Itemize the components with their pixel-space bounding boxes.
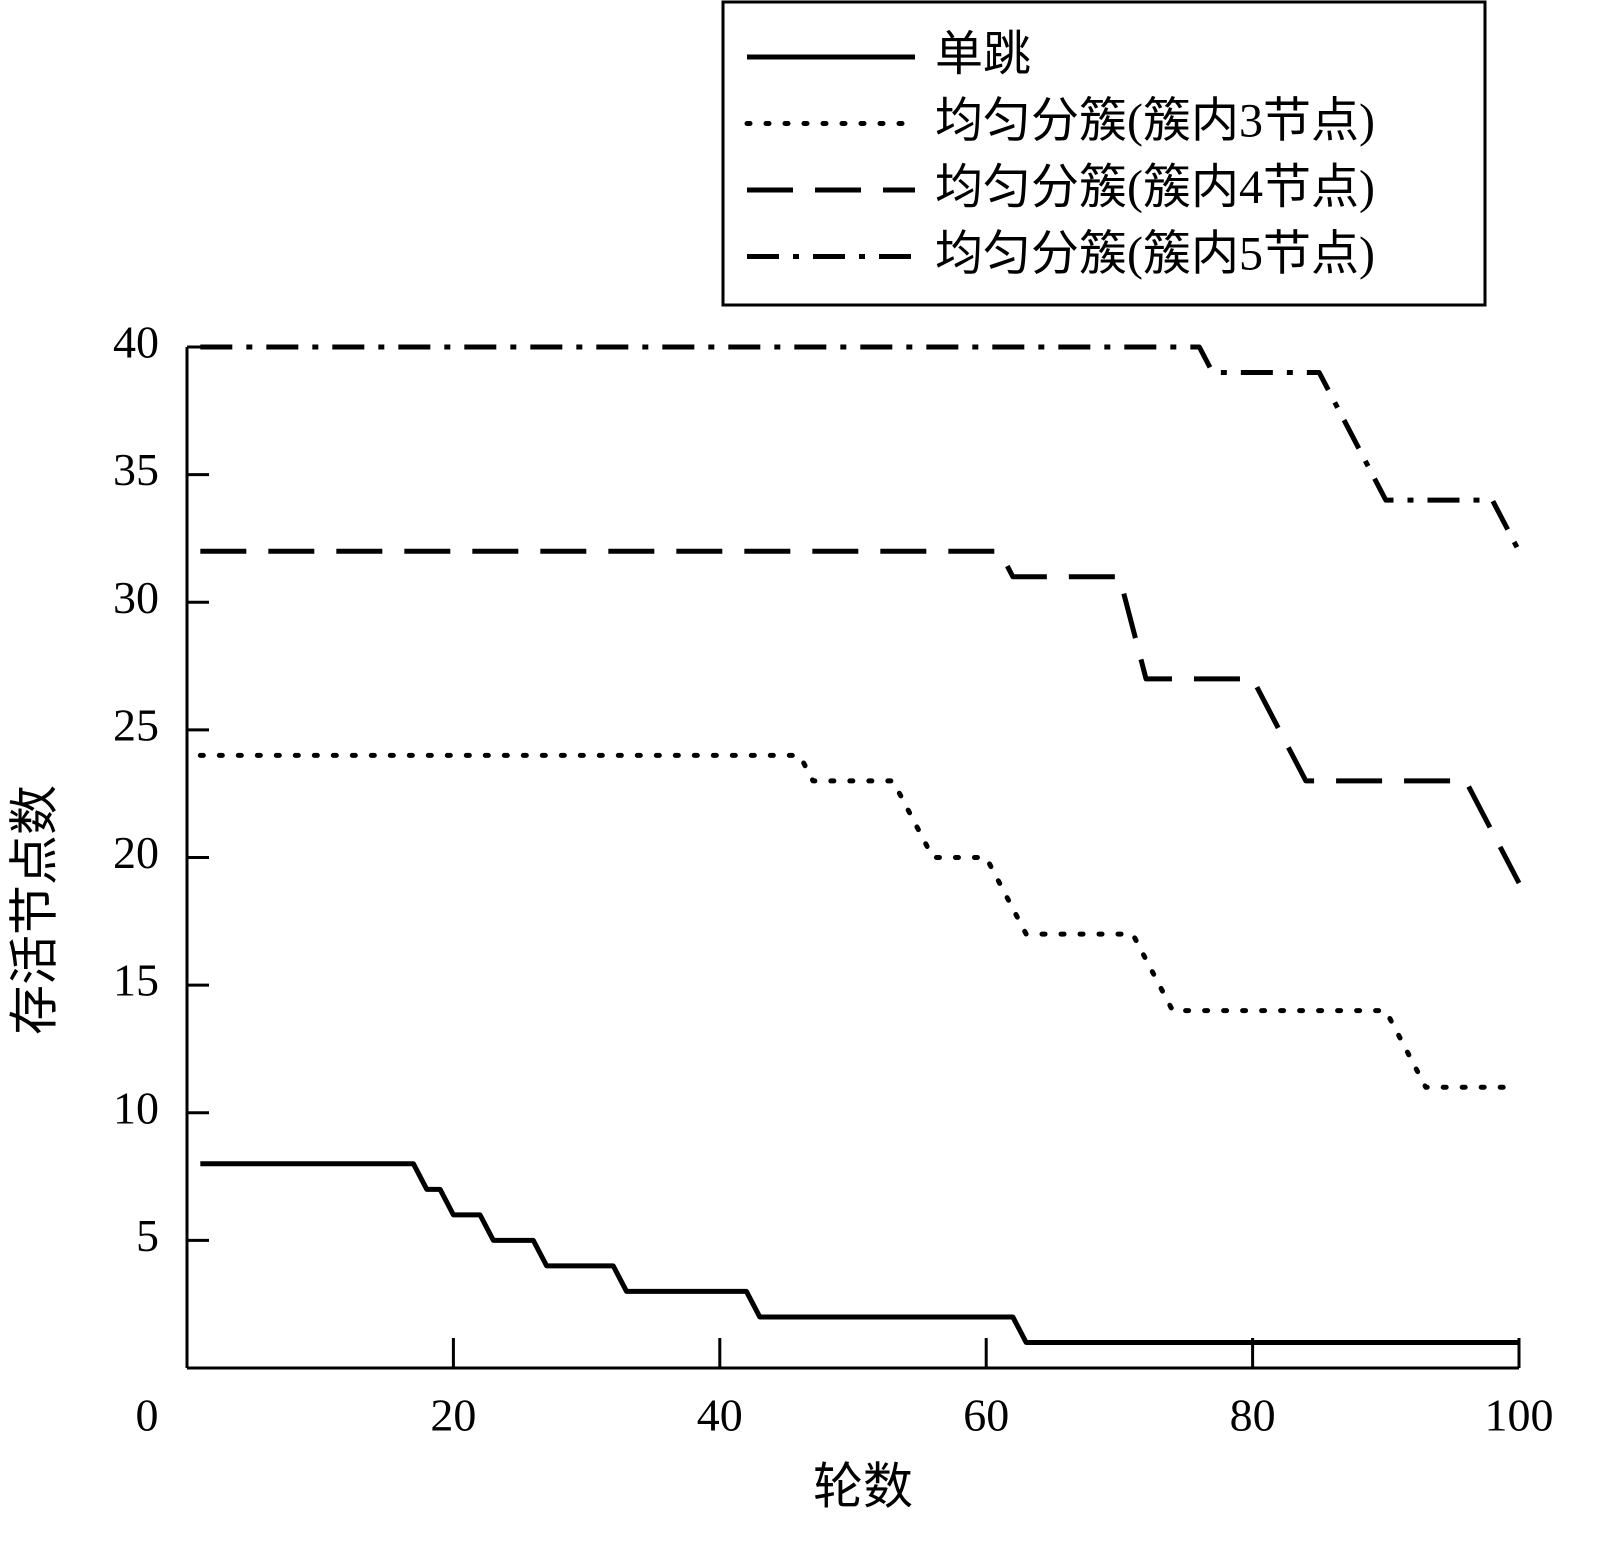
x-tick-label: 40 xyxy=(697,1390,743,1441)
y-tick-label: 15 xyxy=(113,955,159,1006)
x-tick-label: 0 xyxy=(136,1390,159,1441)
x-tick-label: 100 xyxy=(1485,1390,1554,1441)
y-tick-label: 5 xyxy=(136,1210,159,1261)
y-axis-label: 存活节点数 xyxy=(6,785,62,1035)
y-tick-label: 25 xyxy=(113,699,159,750)
y-tick-label: 10 xyxy=(113,1082,159,1133)
y-tick-label: 40 xyxy=(113,317,159,368)
series-line xyxy=(200,344,1522,553)
series-line xyxy=(200,548,1522,885)
x-axis-label: 轮数 xyxy=(813,1458,913,1514)
legend-label: 单跳 xyxy=(935,28,1031,81)
x-tick-label: 20 xyxy=(430,1390,476,1441)
x-tick-label: 80 xyxy=(1230,1390,1276,1441)
legend-label: 均匀分簇(簇内4节点) xyxy=(935,161,1375,214)
series-line xyxy=(197,752,1522,1090)
series-line xyxy=(200,1161,1519,1345)
x-tick-label: 60 xyxy=(963,1390,1009,1441)
legend-box xyxy=(721,0,1487,307)
y-tick-label: 35 xyxy=(113,444,159,495)
legend-label: 均匀分簇(簇内5节点) xyxy=(935,228,1375,281)
legend-label: 均匀分簇(簇内3节点) xyxy=(935,95,1375,148)
y-tick-label: 20 xyxy=(113,827,159,878)
y-tick-label: 30 xyxy=(113,572,159,623)
